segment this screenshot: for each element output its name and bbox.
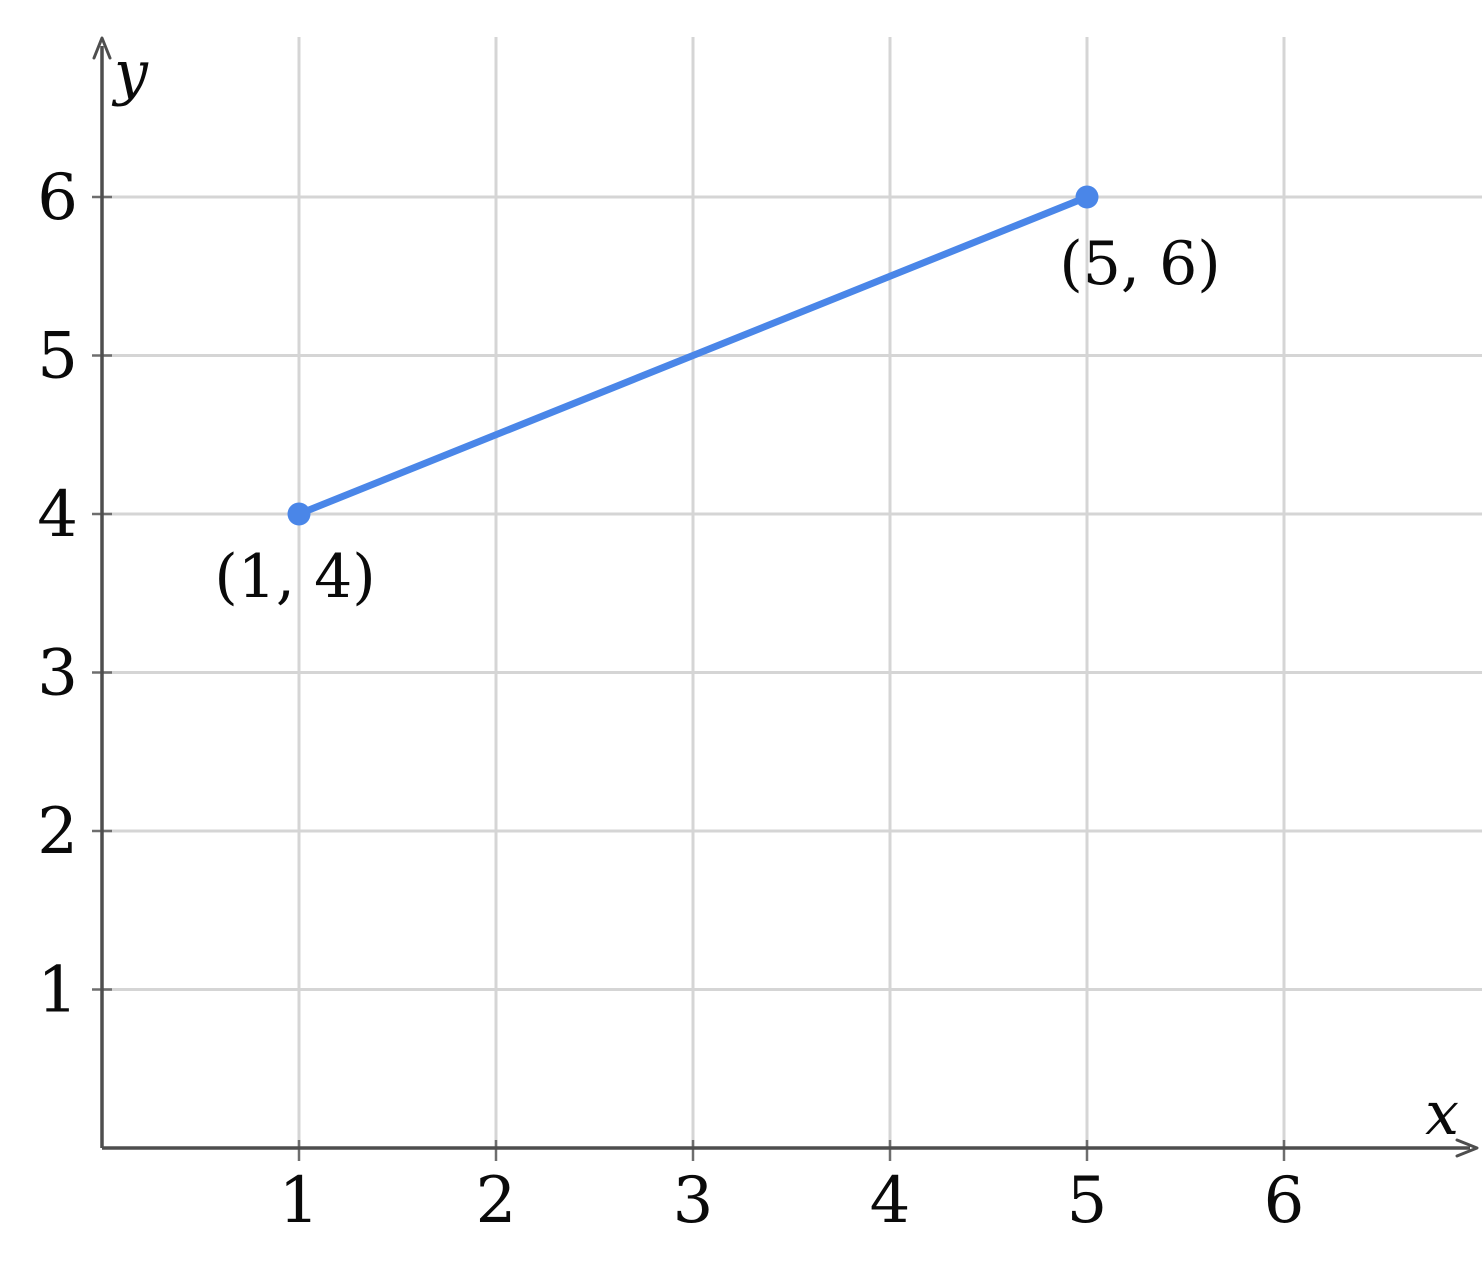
x-tick-label: 6 [1264,1164,1305,1238]
y-tick-label: 1 [37,954,78,1028]
y-tick-label: 2 [37,795,78,869]
x-axis-arrowhead-icon [1455,1138,1479,1158]
data-point [287,502,311,526]
point-label: (1, 4) [214,542,375,612]
y-tick-label: 5 [37,320,78,394]
x-tick-label: 1 [279,1164,320,1238]
x-axis-label: x [1425,1079,1459,1149]
x-tick-label: 3 [673,1164,714,1238]
point-label: (5, 6) [1059,229,1220,299]
y-tick-label: 4 [37,478,78,552]
y-axis-label: y [111,38,149,108]
data-point [1075,185,1099,209]
x-tick-label: 4 [870,1164,911,1238]
y-tick-label: 3 [37,637,78,711]
x-tick-label: 5 [1067,1164,1108,1238]
y-tick-label: 6 [37,161,78,235]
x-tick-label: 2 [476,1164,517,1238]
line-segment [295,193,1091,518]
y-axis-arrowhead-icon [92,36,112,60]
